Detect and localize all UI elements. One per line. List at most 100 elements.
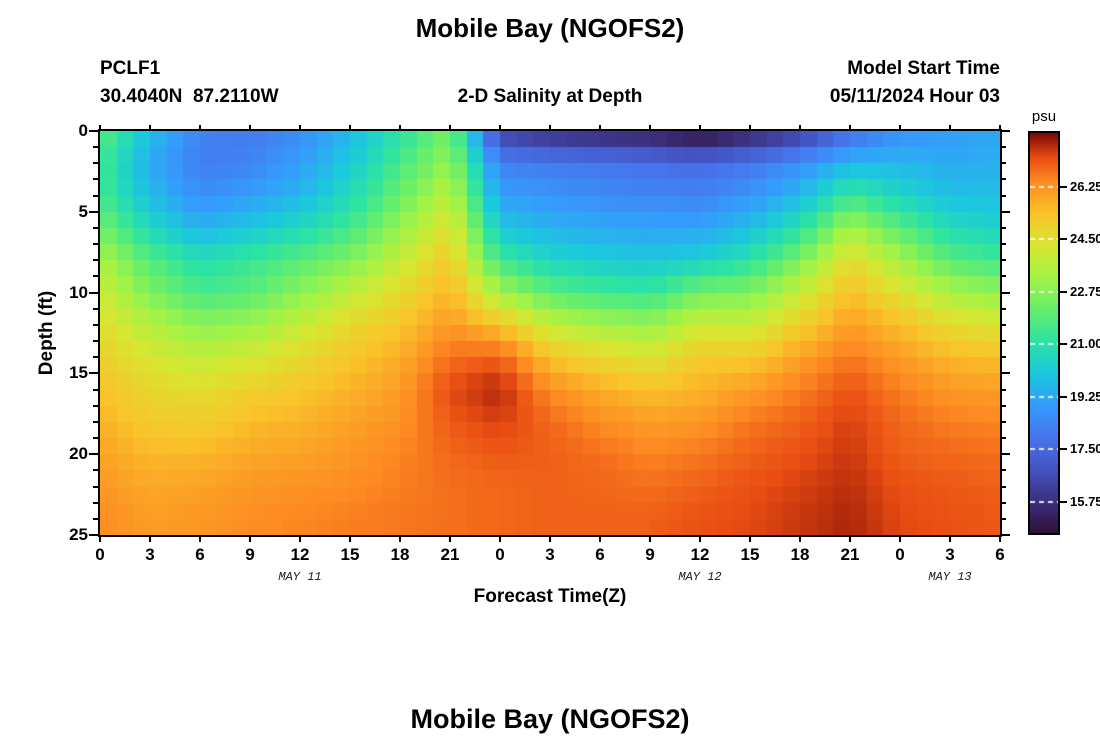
x-axis-tick	[349, 535, 351, 542]
y-axis-tick	[93, 437, 98, 440]
y-axis-tick	[93, 517, 98, 520]
x-axis-tick	[849, 535, 851, 542]
colorbar-tick	[1060, 395, 1067, 398]
y-axis-right-tick	[1002, 323, 1006, 326]
y-axis-tick-label: 10	[69, 282, 88, 302]
x-axis-top-tick	[749, 125, 751, 131]
y-axis-tick	[89, 210, 98, 213]
y-axis-tick	[93, 388, 98, 391]
station-coordinates: 30.4040N 87.2110W	[100, 86, 279, 107]
model-start-time-value: 05/11/2024 Hour 03	[829, 86, 1000, 107]
y-axis-right-tick	[1002, 372, 1010, 375]
y-axis-tick	[93, 178, 98, 181]
x-axis-top-tick	[299, 125, 301, 131]
x-axis-tick	[699, 535, 701, 542]
x-axis-tick	[999, 535, 1001, 542]
y-axis-title: Depth (ft)	[36, 290, 57, 376]
colorbar	[1030, 133, 1058, 533]
y-axis-right-tick	[1002, 194, 1006, 197]
y-axis-right-tick	[1002, 226, 1006, 229]
x-axis-tick-label: 3	[545, 545, 555, 564]
y-axis-right-tick	[1002, 307, 1006, 310]
colorbar-tick-label: 22.750	[1070, 283, 1100, 299]
x-axis-top-tick	[399, 125, 401, 131]
x-axis-top-tick	[249, 125, 251, 131]
y-axis-tick	[93, 275, 98, 278]
y-axis-tick-label: 5	[78, 201, 88, 221]
x-axis-top-tick	[199, 125, 201, 131]
x-axis-tick-label: 18	[790, 545, 810, 564]
x-axis-top-tick	[949, 125, 951, 131]
y-axis-tick	[93, 404, 98, 407]
y-axis-tick	[93, 307, 98, 310]
x-axis-top-tick	[449, 125, 451, 131]
date-label: MAY 12	[678, 570, 722, 584]
x-axis-tick-label: 12	[290, 545, 310, 564]
y-axis-tick	[89, 291, 98, 294]
y-axis-tick-label: 0	[78, 121, 88, 140]
y-axis-tick	[93, 356, 98, 359]
y-axis-tick-label: 15	[69, 363, 88, 383]
y-axis-tick	[93, 501, 98, 504]
y-axis-tick	[93, 194, 98, 197]
x-axis-top-tick	[649, 125, 651, 131]
y-axis-tick-label: 20	[69, 444, 88, 464]
y-axis-right-tick	[1002, 453, 1010, 456]
colorbar-tick-label: 19.250	[1070, 388, 1100, 404]
x-axis-tick-label: 6	[995, 545, 1005, 564]
x-axis-tick	[499, 535, 501, 542]
x-axis-tick	[249, 535, 251, 542]
y-axis-tick	[93, 323, 98, 326]
y-axis-tick	[89, 534, 98, 536]
y-axis-tick	[89, 372, 98, 375]
y-axis-right-tick	[1002, 388, 1006, 391]
x-axis-tick	[599, 535, 601, 542]
colorbar-tick-label: 17.500	[1070, 441, 1100, 457]
date-label: MAY 13	[928, 570, 972, 584]
x-axis-tick-label: 0	[495, 545, 505, 564]
x-axis-tick	[749, 535, 751, 542]
y-axis-right-tick	[1002, 243, 1006, 246]
x-axis-tick	[799, 535, 801, 542]
y-axis-tick	[93, 162, 98, 165]
x-axis-top-tick	[349, 125, 351, 131]
x-axis-top-tick	[149, 125, 151, 131]
x-axis-top-tick	[849, 125, 851, 131]
colorbar-tick	[1060, 185, 1067, 188]
figure-title: Mobile Bay (NGOFS2)	[415, 13, 685, 43]
x-axis-tick	[449, 535, 451, 542]
x-axis-tick-label: 6	[595, 545, 605, 564]
colorbar-tick	[1060, 290, 1067, 293]
y-axis-right-tick	[1002, 534, 1010, 536]
x-axis-tick-label: 3	[945, 545, 955, 564]
colorbar-tick-label: 15.750	[1070, 493, 1100, 509]
x-axis-top-tick	[699, 125, 701, 131]
y-axis-tick	[93, 226, 98, 229]
chart-subtitle: 2-D Salinity at Depth	[457, 86, 643, 107]
y-axis-tick-label: 25	[69, 525, 88, 544]
y-axis-right-tick	[1002, 291, 1010, 294]
date-label: MAY 11	[278, 570, 322, 584]
x-axis-tick-label: 18	[390, 545, 410, 564]
x-axis-tick	[549, 535, 551, 542]
colorbar-tick	[1060, 500, 1067, 503]
y-axis-tick	[93, 146, 98, 149]
x-axis-tick	[399, 535, 401, 542]
y-axis-right-tick	[1002, 501, 1006, 504]
colorbar-tick-label: 26.250	[1070, 178, 1100, 194]
x-axis-title: Forecast Time(Z)	[473, 586, 627, 607]
y-axis-tick	[93, 485, 98, 488]
x-axis-tick	[299, 535, 301, 542]
x-axis-tick-label: 3	[145, 545, 155, 564]
x-axis-top-tick	[499, 125, 501, 131]
x-axis-tick-label: 15	[740, 545, 760, 564]
colorbar-tick	[1060, 238, 1067, 241]
x-axis-top-tick	[599, 125, 601, 131]
x-axis-top-tick	[799, 125, 801, 131]
x-axis-tick-label: 0	[95, 545, 105, 564]
y-axis-tick	[93, 340, 98, 343]
y-axis-tick	[89, 130, 98, 132]
y-axis-tick	[93, 259, 98, 262]
colorbar-tick	[1060, 448, 1067, 451]
